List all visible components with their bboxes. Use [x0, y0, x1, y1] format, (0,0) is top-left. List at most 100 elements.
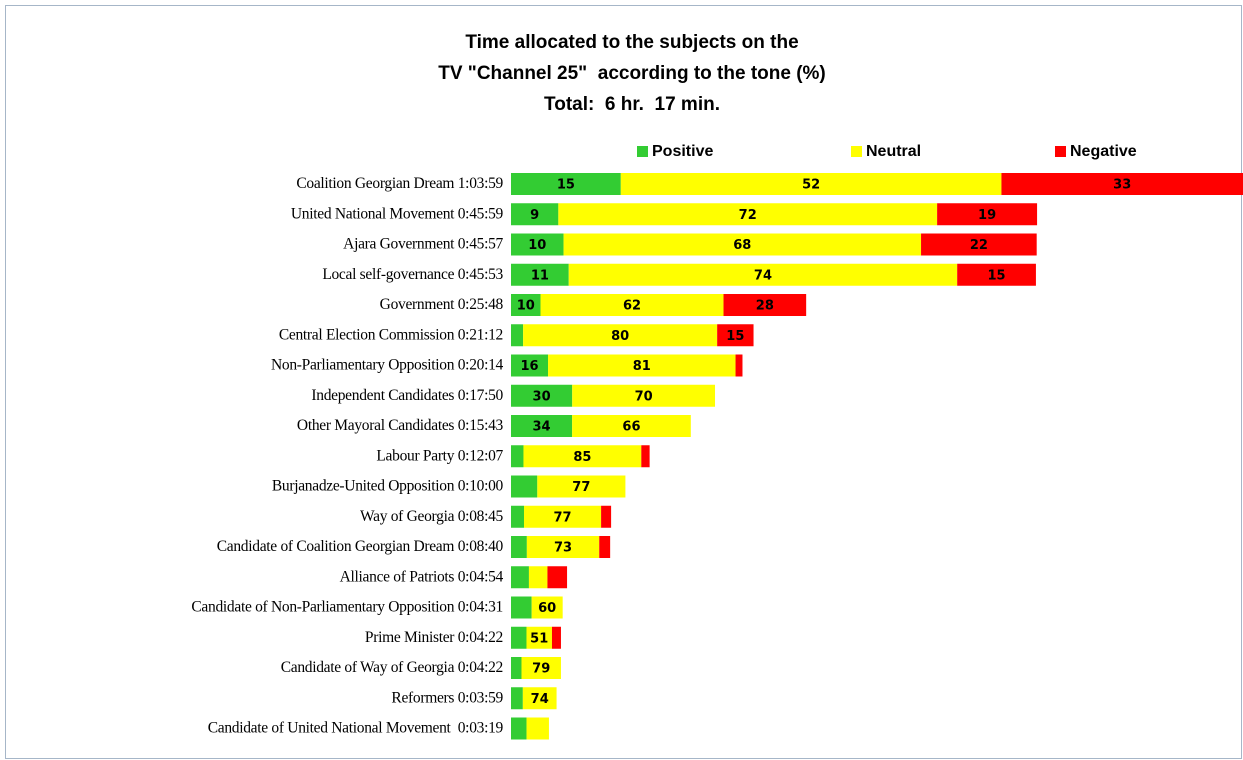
bar-segment	[521, 657, 561, 679]
data-label: 52	[802, 178, 820, 193]
category-name: Prime Minister	[365, 628, 455, 645]
bar-segment	[957, 263, 1036, 286]
chart-subtitle: Total: 6 hr. 17 min.	[544, 94, 720, 115]
category-duration: 0:03:19	[454, 719, 503, 736]
data-label: 30	[533, 389, 551, 404]
bar-segment	[620, 173, 1002, 195]
bar-segment	[511, 233, 564, 256]
bar-segment	[599, 536, 611, 558]
data-label: 70	[635, 389, 653, 404]
chart-border	[5, 5, 1242, 759]
bar-segment	[558, 203, 938, 226]
category-label: Alliance of Patriots 0:04:54	[340, 568, 504, 585]
category-name: Burjanadze-United Opposition	[272, 477, 455, 494]
category-name: Central Election Commission	[279, 326, 455, 343]
chart-title: TV "Channel 25" according to the tone (%…	[438, 63, 826, 84]
category-duration: 0:17:50	[454, 386, 503, 403]
data-label: 15	[726, 329, 744, 344]
data-label: 74	[531, 692, 549, 707]
category-label: Independent Candidates 0:17:50	[311, 386, 503, 403]
bar-segment	[921, 233, 1037, 256]
category-label: Ajara Government 0:45:57	[343, 235, 503, 252]
bar-segment	[511, 415, 573, 437]
bar-segment	[548, 354, 736, 377]
data-label: 74	[754, 268, 772, 283]
category-name: Candidate of United National Movement	[208, 719, 454, 736]
category-name: United National Movement	[291, 205, 455, 222]
legend-swatch	[637, 146, 648, 157]
data-label: 77	[572, 480, 590, 495]
category-label: Burjanadze-United Opposition 0:10:00	[272, 477, 504, 494]
category-label: Central Election Commission 0:21:12	[279, 326, 503, 343]
data-label: 10	[517, 299, 535, 314]
category-name: Independent Candidates	[311, 386, 454, 403]
category-label: Prime Minister 0:04:22	[365, 628, 503, 645]
bar-segment	[511, 566, 529, 589]
data-label: 15	[557, 178, 575, 193]
category-label: Labour Party 0:12:07	[376, 447, 503, 464]
bar-segment	[641, 445, 650, 468]
category-name: Reformers	[391, 689, 454, 706]
category-label: Candidate of Way of Georgia 0:04:22	[281, 659, 503, 676]
category-name: Candidate of Coalition Georgian Dream	[217, 538, 455, 555]
legend-label: Negative	[1070, 143, 1137, 160]
category-duration: 0:15:43	[454, 417, 503, 434]
category-label: Reformers 0:03:59	[391, 689, 503, 706]
bar-segment	[526, 536, 600, 558]
data-label: 16	[520, 359, 538, 374]
category-name: Labour Party	[376, 447, 454, 464]
category-name: Other Mayoral Candidates	[297, 417, 454, 434]
category-duration: 0:04:31	[454, 598, 503, 615]
category-duration: 0:45:57	[454, 235, 503, 252]
bar-segment	[511, 687, 523, 710]
bar-segment	[511, 717, 527, 740]
category-duration: 0:45:53	[454, 265, 503, 282]
data-label: 79	[532, 662, 550, 677]
category-label: Candidate of Non-Parliamentary Oppositio…	[191, 598, 503, 615]
data-label: 33	[1113, 178, 1131, 193]
data-label: 77	[554, 510, 572, 525]
data-label: 22	[970, 238, 988, 253]
data-label: 81	[633, 359, 651, 374]
data-label: 66	[622, 420, 640, 435]
category-duration: 1:03:59	[454, 175, 503, 192]
bar-segment	[511, 324, 524, 347]
category-duration: 0:21:12	[454, 326, 503, 343]
legend-label: Neutral	[866, 143, 921, 160]
data-label: 19	[978, 208, 996, 223]
bar-segment	[540, 294, 724, 316]
category-name: Alliance of Patriots	[340, 568, 455, 585]
bar-segment	[511, 263, 569, 286]
category-name: Candidate of Non-Parliamentary Oppositio…	[191, 598, 454, 615]
category-label: Coalition Georgian Dream 1:03:59	[296, 175, 503, 192]
category-label: Other Mayoral Candidates 0:15:43	[297, 417, 504, 434]
category-name: Local self-governance	[322, 265, 454, 282]
category-duration: 0:03:59	[454, 689, 503, 706]
data-label: 72	[739, 208, 757, 223]
legend-swatch	[851, 146, 862, 157]
bar-segment	[723, 294, 807, 316]
category-name: Non-Parliamentary Opposition	[271, 356, 455, 373]
legend-swatch	[1055, 146, 1066, 157]
legend-label: Positive	[652, 143, 713, 160]
category-duration: 0:04:22	[454, 628, 503, 645]
bar-segment	[526, 626, 552, 649]
bar-segment	[511, 173, 621, 195]
bar-segment	[511, 626, 527, 649]
bar-segment	[547, 566, 568, 589]
bar-segment	[511, 384, 573, 407]
category-name: Way of Georgia	[360, 507, 455, 524]
category-duration: 0:10:00	[454, 477, 503, 494]
bar-segment	[511, 203, 559, 226]
category-duration: 0:20:14	[454, 356, 503, 373]
bar-segment	[511, 445, 524, 468]
bar-segment	[531, 596, 563, 619]
category-name: Government	[380, 296, 455, 313]
category-label: Non-Parliamentary Opposition 0:20:14	[271, 356, 504, 373]
data-label: 11	[531, 268, 549, 283]
category-label: Candidate of United National Movement 0:…	[208, 719, 504, 736]
data-label: 85	[573, 450, 591, 465]
category-label: United National Movement 0:45:59	[291, 205, 504, 222]
bar-segment	[526, 717, 549, 740]
bar-segment	[537, 475, 626, 498]
